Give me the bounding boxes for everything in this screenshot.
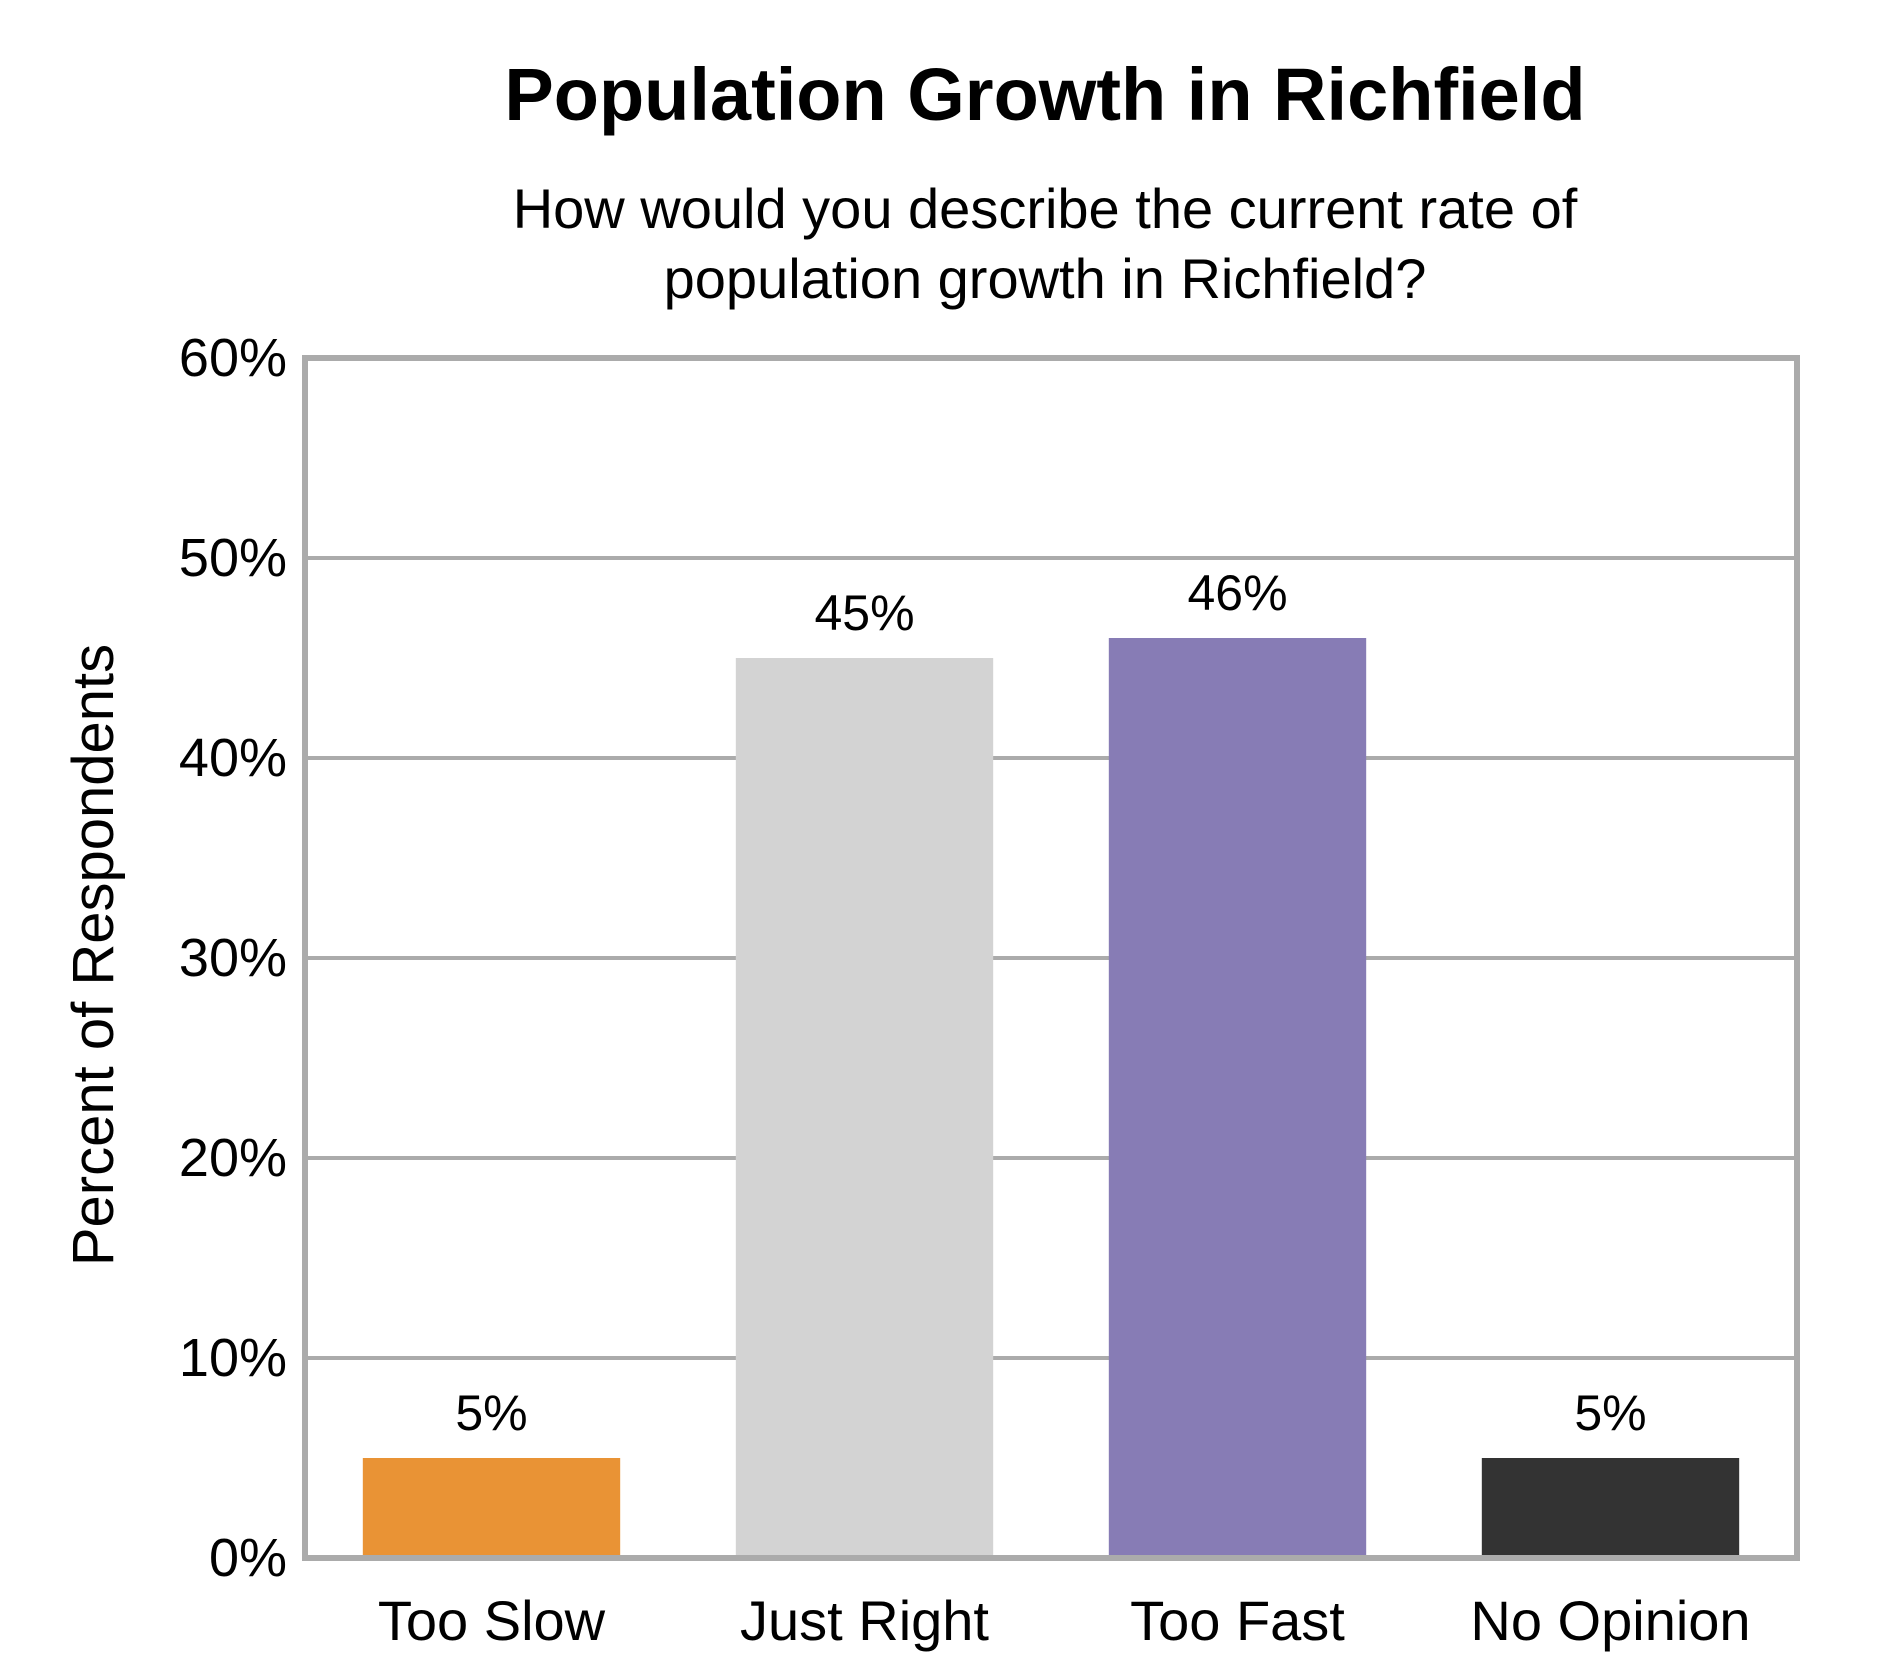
gridlines <box>305 556 1797 1360</box>
chart-subtitle-line-1: How would you describe the current rate … <box>513 177 1578 240</box>
x-tick-label: Too Fast <box>1130 1589 1345 1652</box>
chart-title: Population Growth in Richfield <box>504 53 1585 136</box>
bars <box>362 638 1740 1558</box>
x-tick-label: Too Slow <box>378 1589 606 1652</box>
chart-subtitle-line-2: population growth in Richfield? <box>664 247 1427 310</box>
plot-border <box>302 355 1800 1561</box>
y-tick-label: 20% <box>179 1128 287 1188</box>
y-tick-label: 50% <box>179 528 287 588</box>
data-label: 5% <box>1574 1385 1646 1441</box>
x-tick-label: No Opinion <box>1470 1589 1750 1652</box>
x-tick-label: Just Right <box>740 1589 989 1652</box>
y-tick-label: 0% <box>209 1528 287 1588</box>
y-tick-label: 10% <box>179 1328 287 1388</box>
y-axis-label: Percent of Respondents <box>61 644 126 1266</box>
data-label: 5% <box>455 1385 527 1441</box>
bar <box>1108 638 1367 1558</box>
data-label: 45% <box>814 585 914 641</box>
bar <box>735 658 994 1558</box>
plot-frame <box>302 355 1800 1561</box>
bar <box>362 1458 621 1558</box>
y-tick-label: 60% <box>179 328 287 388</box>
y-axis-ticks: 0% 10% 20% 30% 40% 50% 60% <box>179 328 287 1588</box>
x-axis-ticks: Too Slow Just Right Too Fast No Opinion <box>378 1589 1751 1652</box>
data-labels: 5% 45% 46% 5% <box>455 565 1646 1441</box>
bar <box>1481 1458 1740 1558</box>
data-label: 46% <box>1187 565 1287 621</box>
y-tick-label: 30% <box>179 928 287 988</box>
y-tick-label: 40% <box>179 728 287 788</box>
